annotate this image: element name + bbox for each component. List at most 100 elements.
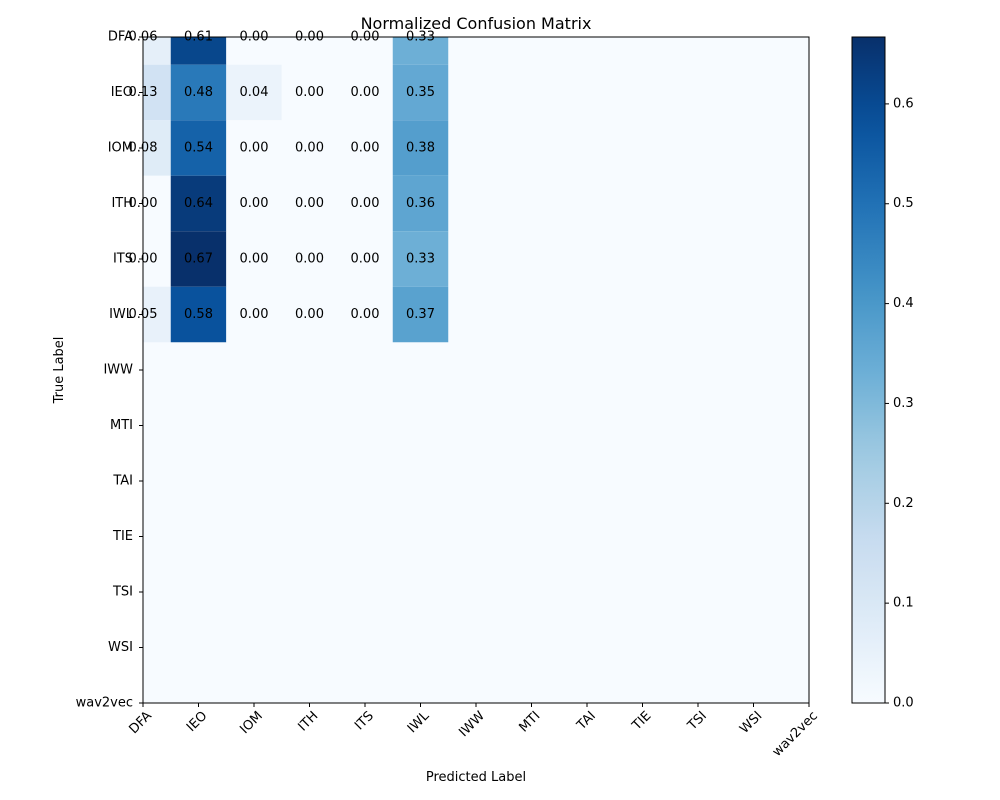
cell-value-label: 0.35 [406, 85, 435, 100]
heatmap-cell [337, 120, 393, 176]
y-tick-label: ITH [111, 196, 133, 211]
cell-value-label: 0.48 [184, 85, 213, 100]
cell-value-label: 0.64 [184, 196, 213, 211]
heatmap-cell [281, 64, 338, 121]
heatmap-cell [337, 231, 393, 287]
cell-value-label: 0.00 [295, 196, 324, 211]
heatmap-cell [392, 120, 449, 176]
chart-title: Normalized Confusion Matrix [361, 14, 592, 33]
heatmap-cell [281, 37, 338, 65]
heatmap-cell [392, 37, 449, 65]
colorbar-tick-label: 0.0 [893, 696, 914, 711]
heatmap-cell [281, 231, 338, 287]
x-tick-label: IWW [456, 709, 488, 741]
heatmap-cell [226, 175, 282, 232]
heatmap-cell [170, 175, 227, 232]
y-axis-ticks: DFA IEO IOM ITH ITS IWL IWW MTI TAI TIE TSI WSI wav2… [76, 30, 143, 711]
heatmap-cell [170, 37, 227, 65]
cell-value-label: 0.00 [295, 141, 324, 156]
heatmap-cell [392, 286, 449, 343]
cell-value-label: 0.00 [240, 252, 269, 267]
heatmap-cell [392, 64, 449, 121]
y-tick-label: IEO [111, 85, 133, 100]
y-tick-label: TAI [112, 474, 133, 489]
heatmap-cell [226, 286, 282, 343]
cell-value-label: 0.58 [184, 307, 213, 322]
cell-value-label: 0.38 [406, 141, 435, 156]
colorbar-tick-label: 0.3 [893, 396, 914, 411]
cell-value-label: 0.00 [351, 196, 380, 211]
heatmap-cell [337, 175, 393, 232]
heatmap-cell [170, 64, 227, 121]
cell-value-label: 0.00 [351, 85, 380, 100]
x-tick-label: ITH [296, 709, 322, 735]
y-axis-label: True Label [52, 337, 67, 405]
heatmap-cell [143, 286, 171, 343]
cell-value-label: 0.00 [240, 196, 269, 211]
colorbar-tick-label: 0.4 [893, 296, 914, 311]
heatmap-cell [170, 120, 227, 176]
cell-value-label: 0.00 [351, 307, 380, 322]
cell-value-label: 0.00 [351, 141, 380, 156]
heatmap-cell [226, 64, 282, 121]
heatmap-cell [392, 231, 449, 287]
cell-value-label: 0.54 [184, 141, 213, 156]
x-tick-label: ITS [352, 709, 377, 734]
heatmap-cell [337, 37, 393, 65]
heatmap-cell [281, 120, 338, 176]
heatmap-cell [281, 286, 338, 343]
heatmap-cell [281, 175, 338, 232]
x-tick-label: TIE [629, 709, 654, 734]
cell-value-label: 0.00 [351, 252, 380, 267]
x-tick-label: wav2vec [770, 709, 821, 760]
heatmap-cell [337, 64, 393, 121]
x-tick-label: TAI [574, 709, 599, 734]
x-tick-label: MTI [517, 709, 544, 736]
heatmap-cell [143, 231, 171, 287]
x-tick-label: WSI [737, 709, 765, 737]
cell-value-label: 0.00 [295, 252, 324, 267]
cell-value-label: 0.67 [184, 252, 213, 267]
y-tick-label: IWL [109, 307, 134, 322]
heatmap-cell [337, 286, 393, 343]
x-tick-label: IWL [405, 708, 433, 736]
heatmap-cells [143, 37, 809, 703]
cell-value-label: 0.36 [406, 196, 435, 211]
heatmap-cell [143, 64, 171, 121]
colorbar-tick-label: 0.6 [893, 96, 914, 111]
colorbar-tick-label: 0.5 [893, 196, 914, 211]
y-tick-label: IWW [103, 363, 133, 378]
cell-value-label: 0.37 [406, 307, 435, 322]
heatmap-cell [143, 120, 171, 176]
y-tick-label: wav2vec [76, 696, 133, 711]
x-tick-label: TSI [684, 709, 709, 734]
y-tick-label: DFA [108, 30, 133, 45]
cell-value-label: 0.04 [240, 85, 269, 100]
colorbar-tick-label: 0.1 [893, 596, 914, 611]
y-tick-label: ITS [113, 252, 133, 267]
x-tick-label: IEO [184, 709, 210, 735]
x-tick-label: IOM [237, 709, 265, 737]
cell-value-label: 0.00 [295, 307, 324, 322]
cell-value-label: 0.33 [406, 252, 435, 267]
colorbar-tick-label: 0.2 [893, 496, 914, 511]
heatmap-cell [170, 286, 227, 343]
colorbar: 0.0 0.1 0.2 0.3 0.4 0.5 0.6 [851, 36, 914, 711]
x-axis-label: Predicted Label [426, 770, 526, 785]
heatmap-cell [226, 231, 282, 287]
y-tick-label: IOM [108, 141, 133, 156]
heatmap-cell [392, 175, 449, 232]
colorbar-gradient [851, 36, 886, 704]
y-tick-label: TSI [112, 585, 133, 600]
x-tick-label: DFA [126, 709, 154, 737]
y-tick-label: MTI [110, 418, 133, 433]
x-axis-ticks: DFA IEO IOM ITH ITS IWL IWW MTI TAI TIE TSI WSI wav2… [126, 703, 821, 760]
cell-value-label: 0.00 [240, 307, 269, 322]
heatmap-cell [226, 120, 282, 176]
heatmap-cell [226, 37, 282, 65]
heatmap-cell [143, 37, 171, 65]
heatmap-cell [170, 231, 227, 287]
heatmap-cell [143, 175, 171, 232]
y-tick-label: TIE [112, 529, 133, 544]
